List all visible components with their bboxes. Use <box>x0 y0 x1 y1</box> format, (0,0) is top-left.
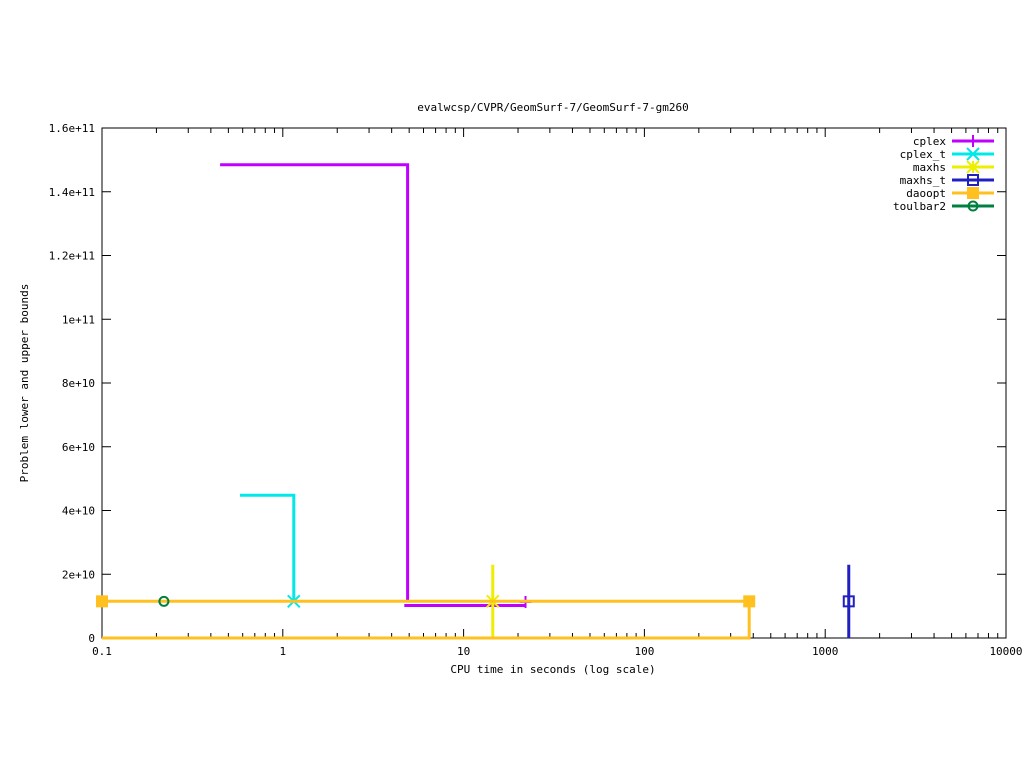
legend-label: maxhs_t <box>900 174 946 187</box>
legend-item-cplex: cplex <box>913 135 994 148</box>
series-toulbar2 <box>158 595 170 607</box>
chart-title: evalwcsp/CVPR/GeomSurf-7/GeomSurf-7-gm26… <box>417 101 689 114</box>
x-tick-label: 100 <box>634 645 654 658</box>
x-tick-label: 1 <box>279 645 286 658</box>
x-tick-label: 10 <box>457 645 470 658</box>
legend-item-maxhs: maxhs <box>913 160 994 174</box>
legend-marker <box>967 174 979 186</box>
legend-item-maxhs_t: maxhs_t <box>900 174 994 187</box>
legend-label: cplex_t <box>900 148 946 161</box>
x-axis-label: CPU time in seconds (log scale) <box>450 663 655 676</box>
y-tick-label: 2e+10 <box>62 568 95 581</box>
series-daoopt <box>96 595 756 640</box>
daoopt-point <box>743 595 756 608</box>
y-tick-label: 1.4e+11 <box>49 186 95 199</box>
cplex-upper-bound-line <box>220 163 410 602</box>
y-tick-label: 1.2e+11 <box>49 250 95 263</box>
y-tick-label: 6e+10 <box>62 441 95 454</box>
legend-label: maxhs <box>913 161 946 174</box>
axes-layer: 0.1 1 10 100 1000 10000 0 2e+10 4e+10 6e+10 8e+10 1… <box>49 122 1023 658</box>
legend-marker <box>967 200 979 212</box>
y-tick-label: 1.6e+11 <box>49 122 95 135</box>
y-tick-label: 0 <box>88 632 95 645</box>
y-axis-label: Problem lower and upper bounds <box>18 284 31 483</box>
daoopt-lower-bound-line <box>102 601 751 640</box>
legend-item-daoopt: daoopt <box>906 187 994 200</box>
legend-item-cplex_t: cplex_t <box>900 147 994 161</box>
x-tick-label: 1000 <box>812 645 839 658</box>
plot-frame <box>101 127 1007 639</box>
legend-label: daoopt <box>906 187 946 200</box>
maxhs_t-point <box>842 595 855 608</box>
legend-marker <box>967 135 979 147</box>
series-cplex_t <box>240 493 301 609</box>
x-tick-label: 0.1 <box>92 645 112 658</box>
legend-label: cplex <box>913 135 946 148</box>
legend-marker <box>966 147 980 161</box>
legend-item-toulbar2: toulbar2 <box>893 200 994 213</box>
legend-label: toulbar2 <box>893 200 946 213</box>
series-layer <box>96 163 855 640</box>
legend-marker <box>967 187 979 199</box>
toulbar2-point <box>158 595 170 607</box>
x-tick-label: 10000 <box>989 645 1022 658</box>
series-maxhs_t <box>842 564 855 638</box>
cplex_t-upper-bound-line <box>240 493 296 602</box>
daoopt-point <box>96 595 108 608</box>
y-tick-label: 1e+11 <box>62 313 95 326</box>
series-cplex <box>220 163 532 608</box>
legend-marker <box>966 160 980 174</box>
y-tick-label: 8e+10 <box>62 377 95 390</box>
y-tick-label: 4e+10 <box>62 505 95 518</box>
